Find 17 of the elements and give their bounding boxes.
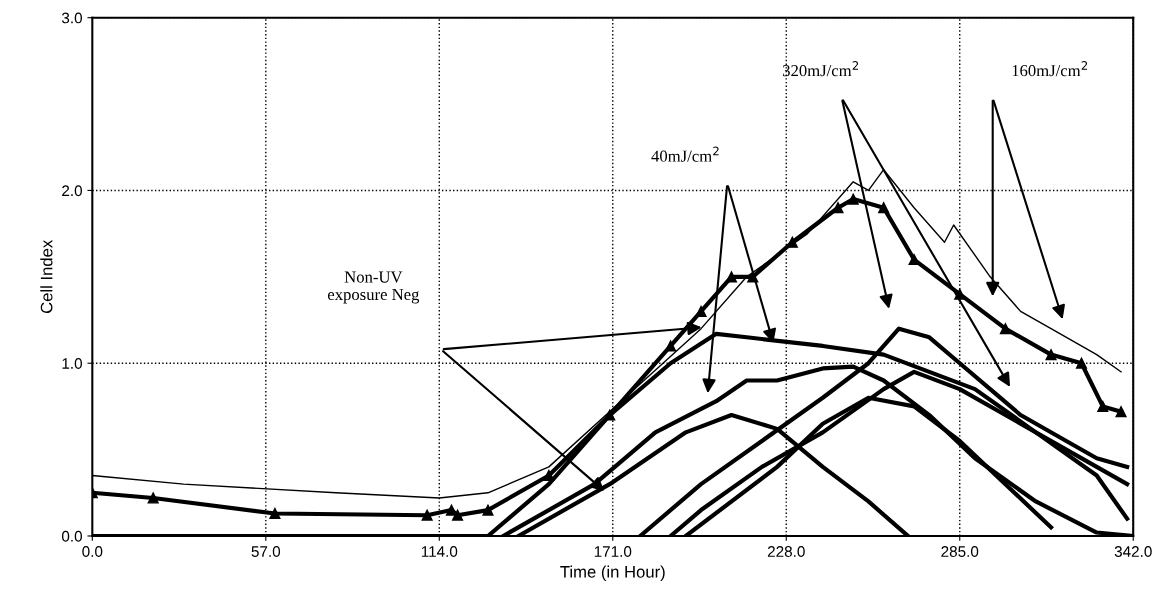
x-tick-label: 57.0 xyxy=(251,546,281,557)
x-tick-label: 285.0 xyxy=(941,546,979,557)
y-tick-label: 0.0 xyxy=(61,530,82,542)
x-axis-title: Time (in Hour) xyxy=(560,565,665,582)
y-tick-label: 2.0 xyxy=(62,185,82,197)
annotation: 320mJ/cm$^{2}$ xyxy=(783,61,859,77)
x-tick-label: 342.0 xyxy=(1114,546,1152,557)
x-tick-label: 0.0 xyxy=(82,546,103,557)
x-tick-label: 228.0 xyxy=(767,546,805,557)
y-tick-label: 3.0 xyxy=(61,12,82,24)
annotation: Non-UV exposure Neg xyxy=(327,271,420,304)
x-tick-label: 114.0 xyxy=(421,546,458,557)
annotation: 160mJ/cm$^{2}$ xyxy=(1012,61,1088,77)
x-tick-label: 171.0 xyxy=(594,546,632,557)
annotation: 40mJ/cm$^{2}$ xyxy=(651,146,719,162)
y-axis-title: Cell Index xyxy=(40,239,53,314)
y-tick-label: 1.0 xyxy=(62,358,82,369)
